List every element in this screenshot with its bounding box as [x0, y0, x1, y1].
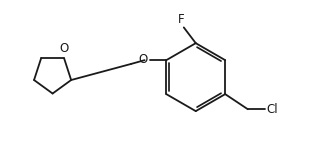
Text: O: O — [138, 53, 148, 66]
Text: O: O — [59, 42, 69, 55]
Text: F: F — [178, 13, 185, 26]
Text: Cl: Cl — [267, 103, 278, 116]
